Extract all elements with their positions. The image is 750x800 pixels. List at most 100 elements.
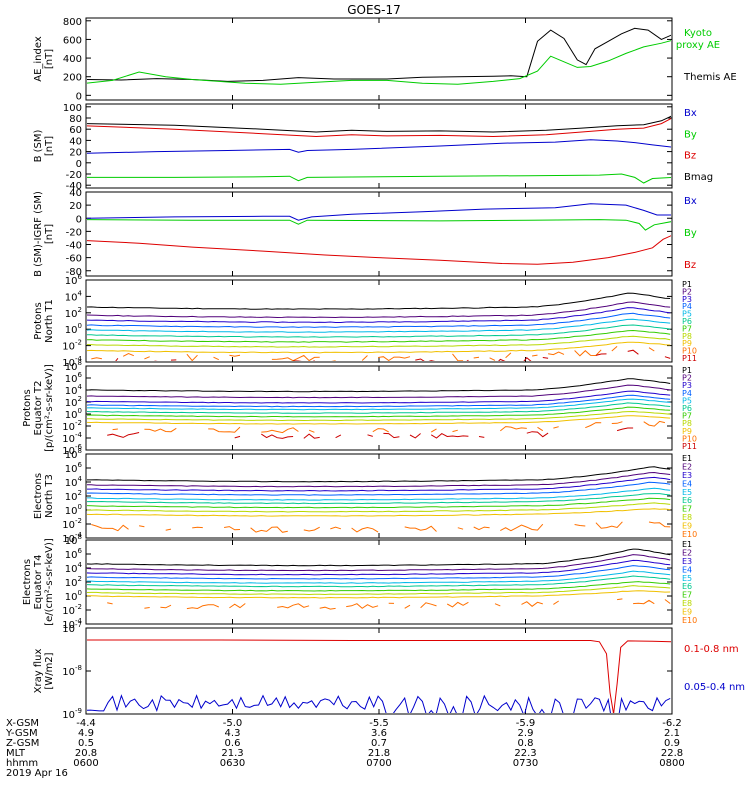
plot-area — [87, 27, 671, 85]
y-axis-label: Equator T4 — [33, 555, 44, 610]
plot-area — [87, 378, 671, 439]
channel-label: P4 — [682, 302, 692, 311]
y-tick-label: 80 — [69, 114, 82, 125]
legend-entry: 0.1-0.8 nm — [684, 644, 739, 655]
channel-p2 — [87, 384, 671, 399]
x-row-value: 22.8 — [661, 748, 683, 759]
channel-label: E8 — [682, 599, 692, 608]
y-tick-label: 20 — [69, 148, 82, 159]
channel-p6 — [87, 324, 671, 338]
y-tick-label: -40 — [66, 241, 82, 252]
y-tick-label: 100 — [65, 503, 82, 517]
channel-label: E1 — [682, 540, 692, 549]
channel-label: P3 — [682, 381, 692, 390]
channel-e7 — [87, 581, 671, 592]
channel-label: E6 — [682, 582, 692, 591]
y-tick-label: 0 — [76, 159, 82, 170]
channel-label: P3 — [682, 295, 692, 304]
y-axis-label: Equator T2 — [33, 381, 44, 436]
x-row-value: 4.3 — [225, 728, 241, 739]
channel-label: E5 — [682, 488, 692, 497]
y-axis-label: [p/(cm²-s-sr-keV)] — [44, 364, 55, 452]
channel-label: P2 — [682, 374, 692, 383]
y-tick-label: 10-2 — [62, 517, 82, 531]
channel-label: P11 — [682, 442, 697, 451]
x-row-value: 0.7 — [371, 738, 387, 749]
y-axis-label: AE_index — [33, 36, 44, 82]
channel-p9 — [87, 415, 671, 425]
y-tick-label: 108 — [65, 447, 82, 461]
channel-e10 — [91, 521, 671, 533]
channel-label: E2 — [682, 548, 692, 557]
plot-area — [87, 548, 671, 610]
series-0-1-0-8-nm — [87, 639, 671, 713]
series-bx — [87, 139, 671, 154]
y-axis-label: [nT] — [44, 49, 55, 69]
channel-label: P7 — [682, 324, 692, 333]
series-by — [87, 173, 671, 184]
y-tick-label: -20 — [66, 227, 82, 238]
channel-e6 — [87, 575, 671, 588]
y-tick-label: 200 — [63, 73, 82, 84]
y-tick-label: 108 — [65, 533, 82, 547]
y-tick-label: 0 — [76, 214, 82, 225]
legend-entry: By — [684, 129, 697, 140]
channel-label: P9 — [682, 427, 692, 436]
y-tick-label: 100 — [65, 589, 82, 603]
channel-label: E9 — [682, 522, 692, 531]
channel-p7 — [87, 406, 671, 418]
y-tick-label: 102 — [65, 306, 82, 320]
x-row-value: 2.9 — [518, 728, 534, 739]
channel-label: E9 — [682, 608, 692, 617]
channel-label: P8 — [682, 332, 692, 341]
y-tick-label: 40 — [69, 136, 82, 147]
x-row-value: 0730 — [513, 758, 538, 769]
legend-entry: Themis AE — [683, 72, 737, 83]
channel-p8 — [87, 335, 671, 348]
channel-p2 — [87, 301, 671, 319]
y-tick-label: -60 — [66, 254, 82, 265]
channel-e7 — [87, 497, 671, 509]
plot-area — [87, 466, 671, 533]
channel-e5 — [87, 487, 671, 501]
y-tick-label: 106 — [65, 461, 83, 475]
y-axis-label: North T3 — [44, 474, 55, 518]
y-tick-label: -40 — [66, 181, 82, 192]
channel-label: P6 — [682, 404, 692, 413]
y-tick-label: 10-2 — [62, 339, 82, 353]
y-axis-label: [nT] — [44, 136, 55, 156]
x-axis-annotation: X-GSM -4.4 -5.0 -5.5 -5.9 -6.2 Y-GSM 4.9 4.3 3.6 2… — [5, 718, 685, 779]
y-tick-label: 20 — [69, 201, 82, 212]
plot-area — [87, 203, 671, 265]
y-axis-label: Xray flux — [33, 649, 44, 694]
panel-frame — [85, 17, 673, 101]
series-themis-ae — [87, 27, 671, 82]
x-row-value: 2.1 — [664, 728, 680, 739]
y-axis-label: Protons — [22, 389, 33, 426]
plot-area — [87, 639, 671, 713]
channel-e2 — [87, 554, 671, 572]
channel-label: E7 — [682, 591, 692, 600]
channel-e9 — [87, 508, 671, 517]
channel-label: P1 — [682, 280, 692, 289]
y-axis-label: Electrons — [33, 473, 44, 519]
channel-e2 — [87, 471, 671, 488]
x-row-value: 0700 — [366, 758, 391, 769]
y-axis-label: B (SM) — [33, 129, 44, 162]
legend-entry: Bmag — [684, 172, 713, 183]
y-axis-label: B (SM)-IGRF (SM) — [33, 191, 44, 277]
y-tick-label: 800 — [63, 17, 82, 28]
legend-entry: proxy AE — [676, 40, 720, 51]
channel-p1 — [87, 378, 671, 393]
channel-label: E10 — [682, 530, 697, 539]
channel-p9 — [87, 341, 671, 354]
channel-label: E3 — [682, 471, 692, 480]
plot-area — [87, 115, 671, 184]
channel-e8 — [87, 585, 671, 596]
channel-p3 — [87, 307, 671, 324]
